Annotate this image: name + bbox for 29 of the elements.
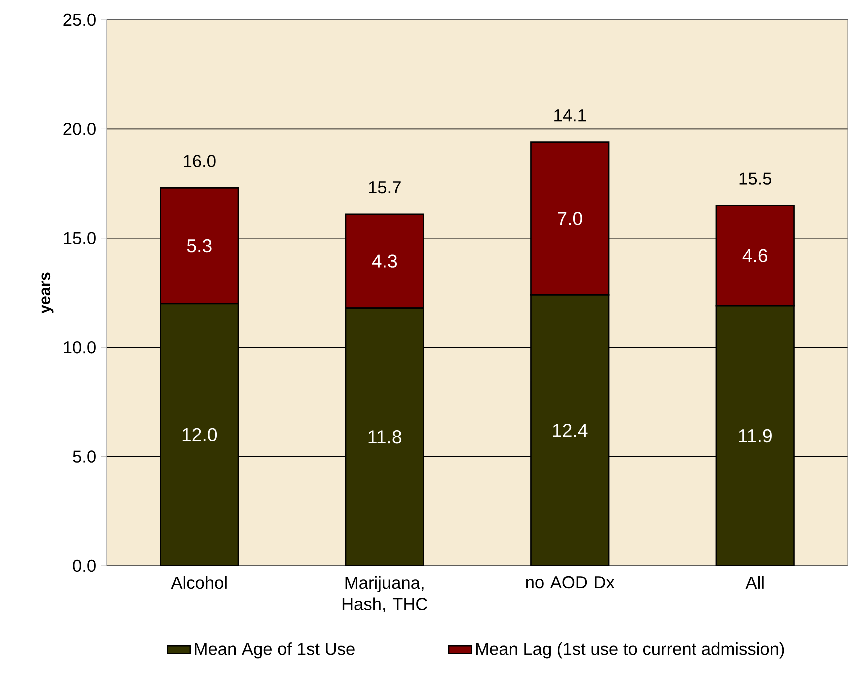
data-label: 4.6	[742, 249, 768, 262]
y-axis-title: years	[42, 272, 54, 314]
legend-label: Mean Lag (1st use to current admission)	[476, 642, 784, 659]
data-label: 12.0	[182, 428, 218, 442]
data-label: 4.3	[372, 254, 398, 268]
y-tick-label: 10.0	[64, 341, 96, 354]
legend-label: Mean Age of 1st Use	[195, 642, 355, 659]
annotation: 15.7	[369, 182, 401, 194]
y-tick-label: 15.0	[64, 232, 96, 245]
annotation: 15.5	[740, 172, 772, 185]
data-label: 11.8	[368, 430, 402, 444]
x-tick-label: no AOD Dx	[526, 576, 615, 589]
x-tick-label: All	[746, 576, 764, 589]
bar	[530, 294, 610, 566]
bar	[160, 303, 240, 566]
annotation: 16.0	[184, 155, 216, 168]
bar	[345, 308, 424, 566]
y-tick-label: 0.0	[73, 560, 96, 572]
x-tick-label: Alcohol	[171, 576, 227, 590]
annotation: 14.1	[554, 110, 586, 122]
bar	[716, 305, 795, 566]
data-label: 7.0	[558, 212, 582, 226]
data-label: 12.4	[553, 424, 588, 438]
y-tick-label: 20.0	[64, 123, 96, 136]
data-label: 11.9	[739, 429, 772, 443]
x-tick-label: Marijuana, Hash, THC	[342, 576, 428, 612]
data-label: 5.3	[187, 239, 212, 253]
y-tick-label: 5.0	[73, 450, 96, 463]
y-tick-label: 25.0	[64, 14, 96, 26]
